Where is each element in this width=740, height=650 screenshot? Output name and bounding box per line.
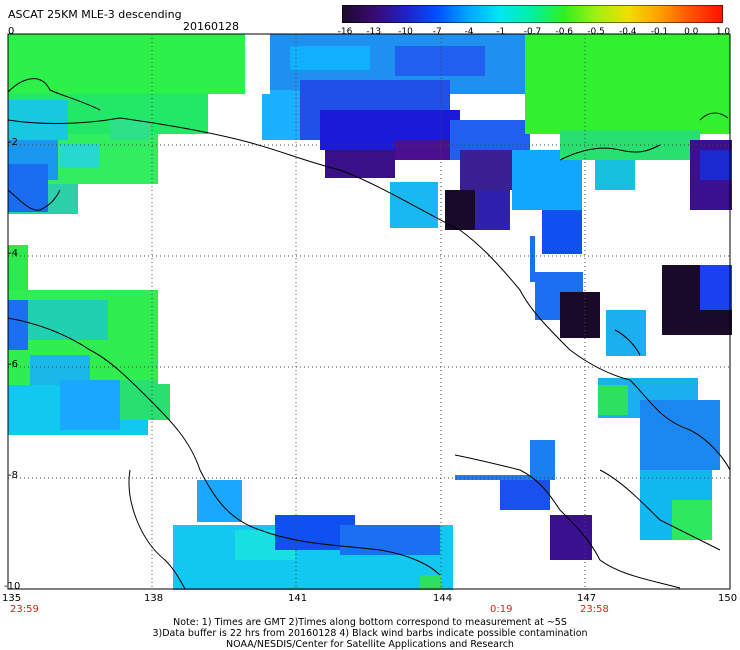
- colorbar-label: 1.0: [715, 27, 731, 37]
- lon-label-138: 138: [144, 593, 164, 604]
- colorbar-label: -16: [337, 27, 353, 37]
- lon-label-141: 141: [288, 593, 308, 604]
- colorbar-label: -1: [496, 27, 506, 37]
- date-label: 20160128: [183, 20, 239, 33]
- time-label-3: 23:58: [580, 604, 609, 615]
- colorbar: [342, 5, 723, 23]
- lat-label-6: -6: [8, 359, 18, 370]
- note-line-2: 3)Data buffer is 22 hrs from 20160128 4)…: [152, 628, 588, 639]
- note-line-1: Note: 1) Times are GMT 2)Times along bot…: [173, 617, 567, 628]
- colorbar-label: -13: [366, 27, 382, 37]
- colorbar-label: -0.1: [650, 27, 669, 37]
- lat-label-8: -8: [8, 470, 18, 481]
- lat-label-2: -2: [8, 137, 18, 148]
- colorbar-label: -0.5: [587, 27, 605, 37]
- time-label-1: 23:59: [10, 604, 39, 615]
- lat-label-10: -10: [4, 581, 21, 592]
- colorbar-label: -0.4: [618, 27, 637, 37]
- colorbar-label: -7: [432, 27, 442, 37]
- colorbar-label: -0.7: [523, 27, 542, 37]
- time-label-2: 0:19: [490, 604, 513, 615]
- mle-data-cells: [8, 34, 732, 590]
- lon-label-144: 144: [433, 593, 453, 604]
- data-gaps: [158, 34, 530, 475]
- colorbar-label: -4: [464, 27, 474, 37]
- colorbar-gradient: [342, 5, 723, 23]
- coastline: [7, 78, 731, 590]
- lon-label-135: 135: [2, 593, 22, 604]
- lon-label-150: 150: [718, 593, 738, 604]
- colorbar-label: -10: [398, 27, 413, 37]
- colorbar-label: -0.6: [555, 27, 574, 37]
- note-line-3: NOAA/NESDIS/Center for Satellite Applica…: [226, 639, 514, 650]
- map-frame: [7, 33, 731, 590]
- lon-label-147: 147: [577, 593, 597, 604]
- lat-label-0: 0: [8, 26, 15, 37]
- lat-label-4: -4: [8, 248, 18, 259]
- chart-title: ASCAT 25KM MLE-3 descending: [8, 8, 182, 21]
- colorbar-label: 0.0: [684, 27, 699, 37]
